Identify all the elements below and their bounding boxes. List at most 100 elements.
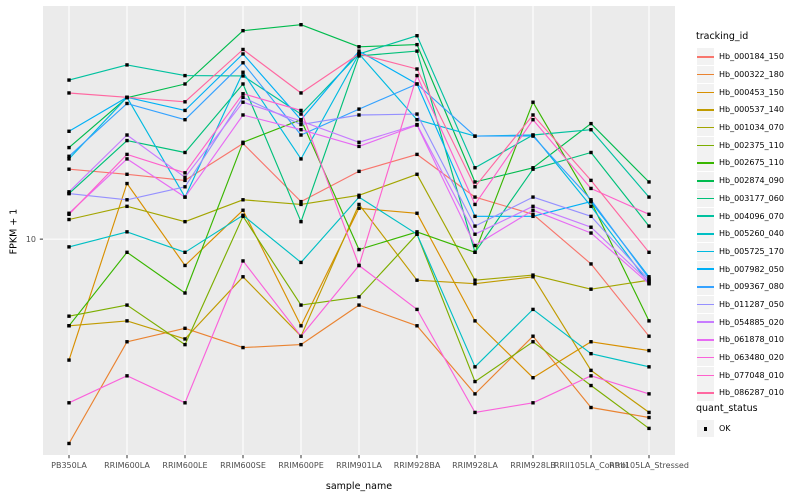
data-point-Hb_003177_060[interactable] bbox=[357, 54, 361, 58]
data-point-Hb_054885_020[interactable] bbox=[299, 119, 303, 123]
data-point-Hb_000453_150[interactable] bbox=[415, 211, 419, 215]
data-point-Hb_000537_140[interactable] bbox=[357, 202, 361, 207]
data-point-Hb_009367_080[interactable] bbox=[125, 101, 129, 106]
data-point-Hb_002375_110[interactable] bbox=[589, 383, 593, 388]
data-point-Hb_011287_050[interactable] bbox=[67, 191, 71, 196]
data-point-Hb_003177_060[interactable] bbox=[531, 167, 535, 171]
data-point-Hb_002874_090[interactable] bbox=[299, 22, 303, 27]
data-point-Hb_007982_050[interactable] bbox=[67, 129, 71, 133]
data-point-Hb_061878_010[interactable] bbox=[299, 128, 303, 132]
data-point-Hb_002375_110[interactable] bbox=[357, 295, 361, 299]
data-point-Hb_001034_070[interactable] bbox=[125, 204, 129, 209]
data-point-Hb_000184_150[interactable] bbox=[415, 152, 419, 157]
data-point-Hb_007982_050[interactable] bbox=[473, 214, 477, 219]
data-point-Hb_054885_020[interactable] bbox=[647, 280, 651, 284]
data-point-Hb_011287_050[interactable] bbox=[125, 198, 129, 202]
data-point-Hb_000322_180[interactable] bbox=[241, 345, 245, 350]
data-point-Hb_001034_070[interactable] bbox=[357, 193, 361, 198]
data-point-Hb_002874_090[interactable] bbox=[241, 28, 245, 33]
data-point-Hb_002874_090[interactable] bbox=[415, 42, 419, 47]
data-point-Hb_011287_050[interactable] bbox=[183, 185, 187, 189]
data-point-Hb_086287_010[interactable] bbox=[67, 91, 71, 95]
data-point-Hb_005260_040[interactable] bbox=[531, 307, 535, 312]
data-point-Hb_000453_150[interactable] bbox=[357, 206, 361, 210]
data-point-Hb_000453_150[interactable] bbox=[67, 358, 71, 362]
data-point-Hb_005260_040[interactable] bbox=[589, 351, 593, 356]
data-point-Hb_009367_080[interactable] bbox=[473, 134, 477, 138]
data-point-Hb_001034_070[interactable] bbox=[589, 287, 593, 291]
data-point-Hb_005260_040[interactable] bbox=[415, 232, 419, 236]
data-point-Hb_061878_010[interactable] bbox=[473, 243, 477, 248]
data-point-Hb_011287_050[interactable] bbox=[241, 95, 245, 100]
data-point-Hb_002874_090[interactable] bbox=[589, 121, 593, 126]
data-point-Hb_000322_180[interactable] bbox=[589, 405, 593, 410]
data-point-Hb_007982_050[interactable] bbox=[357, 49, 361, 53]
data-point-Hb_086287_010[interactable] bbox=[357, 52, 361, 56]
data-point-Hb_000184_150[interactable] bbox=[531, 212, 535, 216]
data-point-Hb_002675_110[interactable] bbox=[357, 247, 361, 252]
data-point-Hb_003177_060[interactable] bbox=[589, 150, 593, 155]
legend-item-Hb_000322_180[interactable]: Hb_000322_180 bbox=[690, 66, 800, 84]
data-point-Hb_061878_010[interactable] bbox=[241, 113, 245, 117]
data-point-Hb_000537_140[interactable] bbox=[589, 368, 593, 373]
data-point-Hb_003177_060[interactable] bbox=[647, 224, 651, 228]
data-point-Hb_000537_140[interactable] bbox=[183, 337, 187, 341]
data-point-Hb_000322_180[interactable] bbox=[531, 334, 535, 338]
data-point-Hb_002675_110[interactable] bbox=[647, 319, 651, 323]
data-point-Hb_011287_050[interactable] bbox=[415, 112, 419, 116]
data-point-Hb_061878_010[interactable] bbox=[647, 282, 651, 286]
data-point-Hb_009367_080[interactable] bbox=[299, 133, 303, 137]
data-point-Hb_000453_150[interactable] bbox=[647, 348, 651, 353]
data-point-Hb_002375_110[interactable] bbox=[299, 303, 303, 307]
data-point-Hb_054885_020[interactable] bbox=[241, 100, 245, 104]
data-point-Hb_007982_050[interactable] bbox=[183, 108, 187, 113]
data-point-Hb_063480_020[interactable] bbox=[473, 410, 477, 415]
data-point-Hb_086287_010[interactable] bbox=[299, 91, 303, 95]
data-point-Hb_001034_070[interactable] bbox=[241, 198, 245, 202]
data-point-Hb_001034_070[interactable] bbox=[67, 217, 71, 222]
data-point-Hb_063480_020[interactable] bbox=[415, 307, 419, 312]
data-point-Hb_063480_020[interactable] bbox=[299, 334, 303, 338]
data-point-Hb_005260_040[interactable] bbox=[647, 365, 651, 369]
legend-item-Hb_001034_070[interactable]: Hb_001034_070 bbox=[690, 119, 800, 137]
data-point-Hb_000184_150[interactable] bbox=[183, 178, 187, 183]
data-point-Hb_009367_080[interactable] bbox=[241, 61, 245, 65]
data-point-Hb_002874_090[interactable] bbox=[473, 180, 477, 184]
data-point-Hb_002375_110[interactable] bbox=[67, 314, 71, 318]
legend-item-Hb_000453_150[interactable]: Hb_000453_150 bbox=[690, 83, 800, 101]
data-point-Hb_054885_020[interactable] bbox=[357, 140, 361, 144]
data-point-Hb_063480_020[interactable] bbox=[67, 401, 71, 405]
data-point-Hb_002874_090[interactable] bbox=[67, 145, 71, 150]
data-point-Hb_000453_150[interactable] bbox=[125, 181, 129, 186]
data-point-Hb_086287_010[interactable] bbox=[531, 113, 535, 117]
legend-item-Hb_003177_060[interactable]: Hb_003177_060 bbox=[690, 189, 800, 208]
data-point-Hb_000453_150[interactable] bbox=[183, 263, 187, 268]
data-point-Hb_000322_180[interactable] bbox=[299, 342, 303, 347]
data-point-Hb_005725_170[interactable] bbox=[589, 204, 593, 209]
data-point-Hb_001034_070[interactable] bbox=[415, 172, 419, 176]
data-point-Hb_086287_010[interactable] bbox=[183, 100, 187, 104]
data-point-Hb_003177_060[interactable] bbox=[241, 82, 245, 86]
data-point-Hb_061878_010[interactable] bbox=[531, 208, 535, 212]
data-point-Hb_005725_170[interactable] bbox=[67, 157, 71, 161]
data-point-Hb_005725_170[interactable] bbox=[415, 117, 419, 122]
legend-item-Hb_002375_110[interactable]: Hb_002375_110 bbox=[690, 136, 800, 154]
data-point-Hb_061878_010[interactable] bbox=[589, 231, 593, 235]
data-point-Hb_054885_020[interactable] bbox=[473, 232, 477, 236]
data-point-Hb_011287_050[interactable] bbox=[589, 214, 593, 219]
data-point-Hb_004096_070[interactable] bbox=[473, 166, 477, 170]
data-point-Hb_000453_150[interactable] bbox=[241, 208, 245, 212]
data-point-Hb_005260_040[interactable] bbox=[357, 195, 361, 199]
data-point-Hb_000453_150[interactable] bbox=[473, 319, 477, 323]
data-point-Hb_011287_050[interactable] bbox=[647, 278, 651, 282]
data-point-Hb_002675_110[interactable] bbox=[531, 100, 535, 104]
data-point-Hb_054885_020[interactable] bbox=[125, 133, 129, 137]
data-point-Hb_000184_150[interactable] bbox=[589, 262, 593, 266]
data-point-Hb_000453_150[interactable] bbox=[531, 376, 535, 380]
legend-item-Hb_007982_050[interactable]: Hb_007982_050 bbox=[690, 260, 800, 278]
data-point-Hb_003177_060[interactable] bbox=[299, 219, 303, 224]
data-point-Hb_000537_140[interactable] bbox=[241, 275, 245, 279]
data-point-Hb_000322_180[interactable] bbox=[125, 340, 129, 344]
legend-item-Hb_077048_010[interactable]: Hb_077048_010 bbox=[690, 366, 800, 384]
data-point-Hb_003177_060[interactable] bbox=[183, 150, 187, 155]
